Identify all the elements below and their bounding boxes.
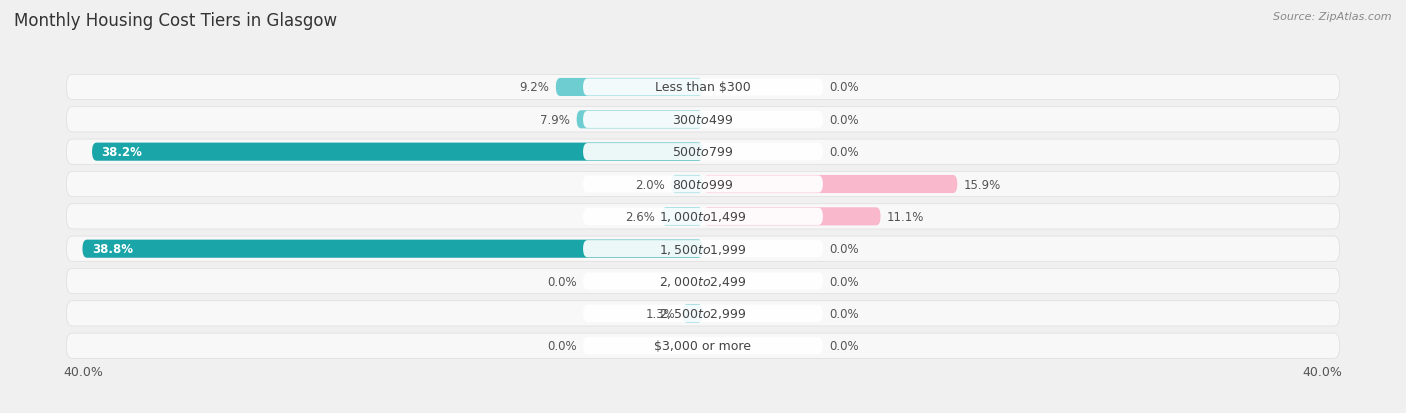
Text: Monthly Housing Cost Tiers in Glasgow: Monthly Housing Cost Tiers in Glasgow [14,12,337,30]
FancyBboxPatch shape [583,112,823,128]
FancyBboxPatch shape [583,79,823,96]
Text: 11.1%: 11.1% [887,210,924,223]
Text: 0.0%: 0.0% [547,339,576,352]
FancyBboxPatch shape [583,337,823,354]
Text: $3,000 or more: $3,000 or more [655,339,751,352]
Text: $500 to $799: $500 to $799 [672,146,734,159]
FancyBboxPatch shape [661,208,703,226]
Text: $1,000 to $1,499: $1,000 to $1,499 [659,210,747,224]
Text: $300 to $499: $300 to $499 [672,114,734,126]
FancyBboxPatch shape [583,240,823,258]
Text: 40.0%: 40.0% [63,365,103,378]
FancyBboxPatch shape [66,140,1340,165]
FancyBboxPatch shape [66,107,1340,133]
FancyBboxPatch shape [66,333,1340,358]
FancyBboxPatch shape [703,176,957,194]
FancyBboxPatch shape [91,143,703,161]
Text: 0.0%: 0.0% [547,275,576,288]
Text: Less than $300: Less than $300 [655,81,751,94]
FancyBboxPatch shape [583,305,823,322]
FancyBboxPatch shape [83,240,703,258]
Text: 0.0%: 0.0% [830,275,859,288]
Legend: Owner-occupied, Renter-occupied: Owner-occupied, Renter-occupied [569,411,837,413]
Text: Source: ZipAtlas.com: Source: ZipAtlas.com [1274,12,1392,22]
FancyBboxPatch shape [66,301,1340,326]
Text: 38.8%: 38.8% [91,242,134,256]
Text: 0.0%: 0.0% [830,307,859,320]
FancyBboxPatch shape [583,144,823,161]
FancyBboxPatch shape [555,79,703,97]
FancyBboxPatch shape [66,75,1340,100]
Text: 38.2%: 38.2% [101,146,142,159]
Text: $2,000 to $2,499: $2,000 to $2,499 [659,274,747,288]
FancyBboxPatch shape [583,208,823,225]
FancyBboxPatch shape [682,305,703,323]
FancyBboxPatch shape [66,237,1340,262]
Text: 2.6%: 2.6% [626,210,655,223]
Text: 0.0%: 0.0% [830,339,859,352]
Text: $2,500 to $2,999: $2,500 to $2,999 [659,306,747,320]
FancyBboxPatch shape [66,269,1340,294]
Text: 2.0%: 2.0% [636,178,665,191]
Text: 1.3%: 1.3% [647,307,676,320]
FancyBboxPatch shape [583,176,823,193]
Text: 0.0%: 0.0% [830,114,859,126]
Text: 40.0%: 40.0% [1303,365,1343,378]
FancyBboxPatch shape [66,204,1340,229]
Text: $800 to $999: $800 to $999 [672,178,734,191]
FancyBboxPatch shape [703,208,880,226]
FancyBboxPatch shape [66,172,1340,197]
Text: 9.2%: 9.2% [520,81,550,94]
FancyBboxPatch shape [671,176,703,194]
FancyBboxPatch shape [583,273,823,290]
Text: 0.0%: 0.0% [830,146,859,159]
FancyBboxPatch shape [576,111,703,129]
Text: 7.9%: 7.9% [540,114,571,126]
Text: $1,500 to $1,999: $1,500 to $1,999 [659,242,747,256]
Text: 0.0%: 0.0% [830,242,859,256]
Text: 15.9%: 15.9% [963,178,1001,191]
Text: 0.0%: 0.0% [830,81,859,94]
